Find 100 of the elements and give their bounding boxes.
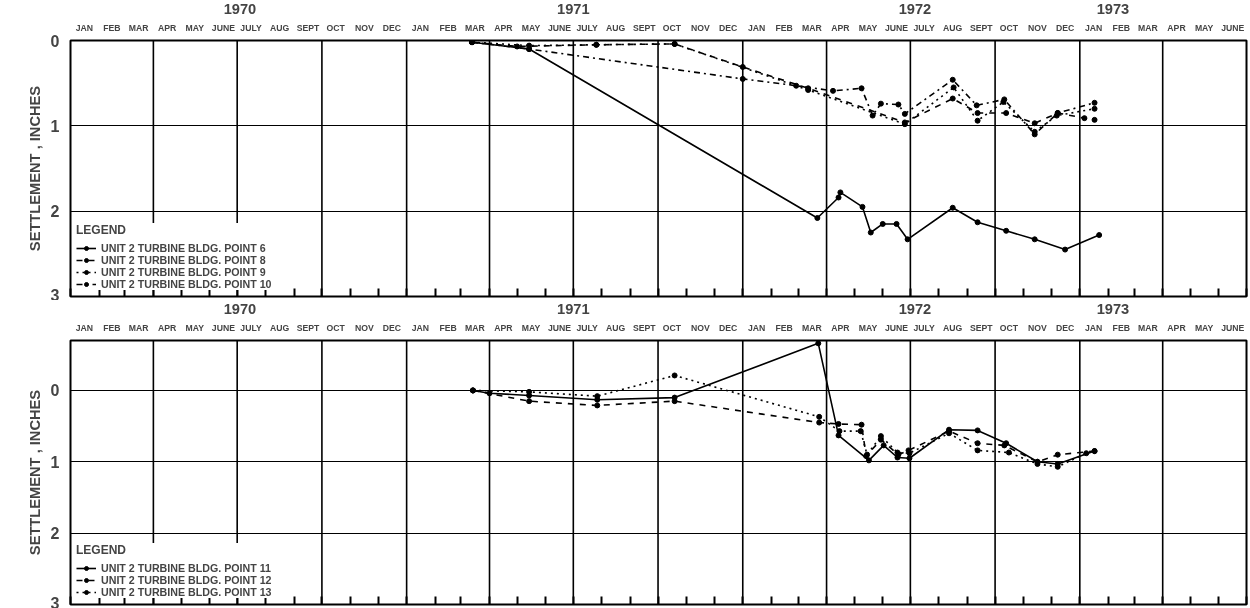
x-tick-label: JUNE xyxy=(547,322,572,333)
legend-label: UNIT 2 TURBINE BLDG. POINT 11 xyxy=(101,562,271,574)
y-axis-title: SETTLEMENT , INCHES xyxy=(26,85,43,252)
x-tick-label: SEPT xyxy=(632,22,657,33)
x-tick-label: AUG xyxy=(606,322,626,333)
y-tick-label: 0 xyxy=(50,32,60,50)
x-tick-label: NOV xyxy=(1028,22,1048,33)
x-tick-label: SEPT xyxy=(969,322,994,333)
x-tick-label: MAY xyxy=(858,322,878,333)
legend-label: UNIT 2 TURBINE BLDG. POINT 12 xyxy=(101,574,272,586)
legend-label: UNIT 2 TURBINE BLDG. POINT 9 xyxy=(101,266,266,278)
x-tick-label: JAN xyxy=(411,22,430,33)
x-tick-label: JULY xyxy=(576,22,599,33)
x-tick-label: MAR xyxy=(1138,322,1159,333)
x-tick-label: SEPT xyxy=(969,22,994,33)
legend-label: UNIT 2 TURBINE BLDG. POINT 10 xyxy=(101,278,272,290)
x-tick-label: APR xyxy=(1167,22,1187,33)
x-tick-label: APR xyxy=(831,22,851,33)
x-tick-label: JULY xyxy=(240,322,262,333)
x-tick-label: MAY xyxy=(521,22,541,33)
x-tick-label: MAY xyxy=(185,322,205,333)
x-tick-label: FEB xyxy=(439,22,457,33)
x-tick-label: MAR xyxy=(801,322,823,333)
x-tick-label: OCT xyxy=(326,22,346,33)
x-tick-label: AUG xyxy=(269,22,290,33)
x-tick-label: JUNE xyxy=(211,322,236,333)
x-tick-label: FEB xyxy=(103,322,121,333)
x-tick-label: SEPT xyxy=(632,322,657,333)
x-tick-label: OCT xyxy=(326,322,346,333)
x2-tick-label: 1972 xyxy=(898,300,932,317)
x-tick-label: SEPT xyxy=(296,22,321,33)
x-tick-label: FEB xyxy=(1112,22,1130,33)
x-tick-label: DEC xyxy=(382,22,402,33)
y-tick-label: 2 xyxy=(50,203,60,221)
y-tick-label: 0 xyxy=(50,382,60,400)
x-tick-label: FEB xyxy=(775,322,793,333)
x-tick-label: JAN xyxy=(411,322,430,333)
x-tick-label: OCT xyxy=(662,22,682,33)
legend-label: UNIT 2 TURBINE BLDG. POINT 13 xyxy=(101,586,272,598)
x-tick-label: APR xyxy=(494,22,514,33)
x-tick-label: NOV xyxy=(354,322,374,333)
x-tick-label: JUNE xyxy=(1221,322,1245,333)
x-tick-label: AUG xyxy=(606,22,626,33)
x-tick-label: DEC xyxy=(1055,22,1075,33)
y-tick-label: 1 xyxy=(50,117,60,135)
x-tick-label: DEC xyxy=(718,322,738,333)
x-tick-label: NOV xyxy=(1028,322,1048,333)
y-tick-label: 1 xyxy=(50,453,60,471)
x-tick-label: MAY xyxy=(858,22,878,33)
x-tick-label: JULY xyxy=(240,22,262,33)
x-tick-label: MAR xyxy=(128,22,150,33)
x-tick-label: DEC xyxy=(382,322,402,333)
x-tick-label: MAY xyxy=(521,322,541,333)
y-tick-label: 2 xyxy=(50,525,60,543)
x-tick-label: JUNE xyxy=(885,22,909,33)
x-tick-label: MAR xyxy=(801,22,823,33)
x2-tick-label: 1971 xyxy=(557,0,590,17)
x-tick-label: NOV xyxy=(354,22,374,33)
x-tick-label: MAY xyxy=(185,22,205,33)
x2-tick-label: 1973 xyxy=(1096,300,1130,317)
x-tick-label: JUNE xyxy=(885,322,909,333)
x-tick-label: OCT xyxy=(999,22,1019,33)
legend-title: LEGEND xyxy=(76,543,127,557)
x-tick-label: MAR xyxy=(464,322,486,333)
x-tick-label: APR xyxy=(158,22,178,33)
x-tick-label: JUNE xyxy=(211,22,236,33)
x-tick-label: JAN xyxy=(747,322,766,333)
legend-label: UNIT 2 TURBINE BLDG. POINT 6 xyxy=(101,242,266,254)
x-tick-label: APR xyxy=(1167,322,1187,333)
x-tick-label: JULY xyxy=(913,322,936,333)
x-tick-label: APR xyxy=(494,322,514,333)
y-tick-label: 3 xyxy=(50,594,60,608)
x-tick-label: DEC xyxy=(718,22,738,33)
x-tick-label: AUG xyxy=(269,322,290,333)
x-tick-label: JUNE xyxy=(1221,22,1245,33)
x-tick-label: JAN xyxy=(747,22,766,33)
x-tick-label: JAN xyxy=(1084,22,1103,33)
x-tick-label: DEC xyxy=(1055,322,1075,333)
x-tick-label: JAN xyxy=(75,322,93,333)
x-tick-label: MAR xyxy=(128,322,150,333)
x-tick-label: NOV xyxy=(691,322,711,333)
legend-label: UNIT 2 TURBINE BLDG. POINT 8 xyxy=(101,254,266,266)
x-tick-label: SEPT xyxy=(296,322,321,333)
x2-tick-label: 1971 xyxy=(557,300,590,317)
x-tick-label: AUG xyxy=(943,22,963,33)
x-tick-label: FEB xyxy=(1112,322,1130,333)
x-tick-label: JAN xyxy=(75,22,93,33)
x-tick-label: MAR xyxy=(464,22,486,33)
x-tick-label: OCT xyxy=(999,322,1019,333)
y-tick-label: 3 xyxy=(50,286,60,304)
y-axis-title: SETTLEMENT , INCHES xyxy=(26,389,43,556)
x-tick-label: APR xyxy=(158,322,178,333)
x2-tick-label: 1973 xyxy=(1096,0,1130,17)
x-tick-label: FEB xyxy=(103,22,121,33)
x-tick-label: JULY xyxy=(576,322,599,333)
x2-tick-label: 1970 xyxy=(223,300,257,317)
x2-tick-label: 1970 xyxy=(223,0,257,17)
x-tick-label: JUNE xyxy=(547,22,572,33)
legend-title: LEGEND xyxy=(76,223,127,237)
x-tick-label: FEB xyxy=(439,322,457,333)
